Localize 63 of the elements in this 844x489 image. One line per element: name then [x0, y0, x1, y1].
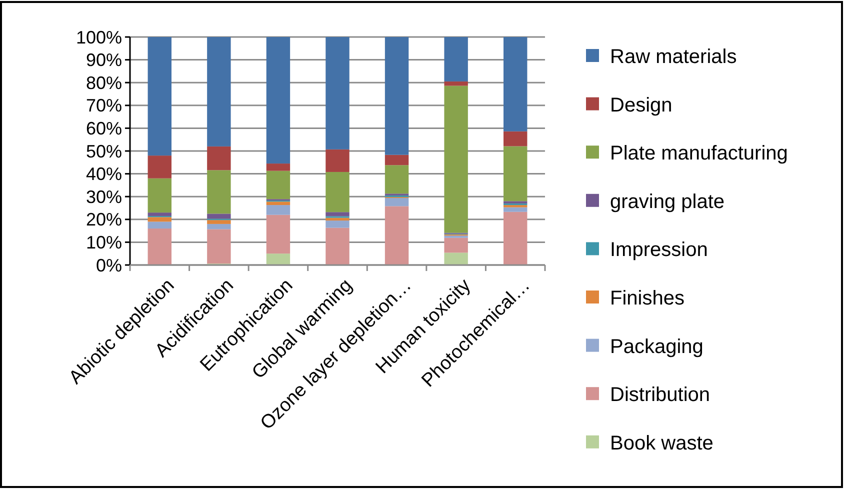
bar	[504, 37, 528, 132]
bar	[148, 37, 172, 156]
bar	[266, 254, 290, 265]
y-tick-label: 80%	[86, 72, 122, 93]
bar	[444, 86, 468, 233]
y-tick-label: 50%	[86, 141, 122, 162]
y-tick-label: 20%	[86, 210, 122, 230]
bar	[326, 220, 350, 228]
bar	[207, 220, 231, 224]
bar	[326, 149, 350, 172]
bar	[504, 146, 528, 202]
bar	[384, 37, 409, 155]
bar	[384, 154, 409, 166]
bar	[207, 224, 231, 230]
legend-label: Design	[610, 94, 672, 116]
bar	[148, 178, 172, 213]
legend-label: Raw materials	[610, 46, 737, 68]
bar	[326, 218, 350, 221]
bar	[148, 222, 172, 229]
bar	[207, 214, 231, 219]
bar	[444, 37, 468, 82]
bar	[444, 252, 468, 265]
legend-label: Plate manufacturing	[610, 142, 788, 165]
bar	[266, 214, 290, 254]
bar	[504, 212, 528, 265]
bar	[326, 228, 350, 265]
bar	[207, 170, 231, 214]
bar	[326, 212, 350, 216]
bar	[266, 37, 290, 164]
y-tick-label: 100%	[76, 27, 122, 48]
y-tick-label: 90%	[86, 50, 122, 70]
y-tick-label: 70%	[86, 96, 122, 116]
bar	[207, 229, 231, 264]
legend-label: Distribution	[610, 384, 710, 406]
legend-label: Packaging	[610, 336, 704, 358]
legend-label: Book waste	[610, 432, 714, 454]
bar	[384, 198, 409, 206]
bar	[384, 206, 409, 265]
bar	[384, 165, 409, 194]
y-tick-label: 10%	[86, 232, 122, 252]
legend-label: graving plate	[610, 190, 725, 213]
y-tick-label: 60%	[86, 118, 122, 138]
bar	[207, 37, 231, 146]
legend-label: Finishes	[610, 288, 684, 310]
bar	[504, 207, 528, 212]
bar	[444, 81, 468, 86]
bar	[148, 217, 172, 222]
bar	[207, 146, 231, 170]
y-tick-label: 30%	[86, 186, 122, 207]
legend-label: Impression	[610, 239, 708, 262]
bar	[148, 228, 172, 265]
y-tick-label: 0%	[96, 255, 122, 276]
bar	[326, 172, 350, 212]
bar	[148, 156, 172, 178]
bar	[444, 238, 468, 253]
bar	[326, 37, 350, 150]
bar	[266, 205, 290, 215]
bar	[266, 164, 290, 171]
bar	[504, 131, 528, 146]
y-tick-label: 40%	[86, 164, 122, 184]
bar	[266, 202, 290, 206]
bar	[148, 212, 172, 216]
bar	[266, 170, 290, 200]
